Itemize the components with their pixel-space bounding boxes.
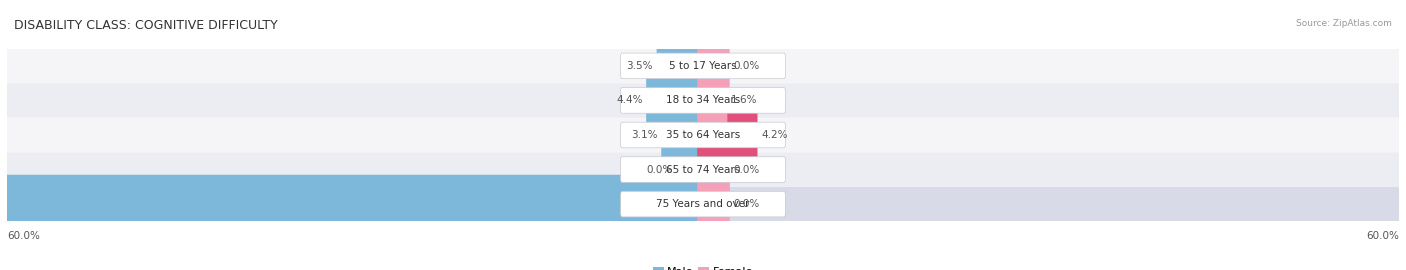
Text: 60.0%: 60.0% <box>1367 231 1399 241</box>
FancyBboxPatch shape <box>1 175 709 234</box>
FancyBboxPatch shape <box>697 175 730 234</box>
FancyBboxPatch shape <box>620 122 786 148</box>
Text: 18 to 34 Years: 18 to 34 Years <box>666 95 740 106</box>
Text: 65 to 74 Years: 65 to 74 Years <box>666 164 740 175</box>
Legend: Male, Female: Male, Female <box>648 262 758 270</box>
Text: 0.0%: 0.0% <box>733 61 759 71</box>
FancyBboxPatch shape <box>7 152 1399 187</box>
Text: 60.0%: 60.0% <box>7 231 39 241</box>
FancyBboxPatch shape <box>7 187 1399 221</box>
FancyBboxPatch shape <box>661 106 709 164</box>
Text: 1.6%: 1.6% <box>731 95 758 106</box>
FancyBboxPatch shape <box>620 53 786 79</box>
FancyBboxPatch shape <box>7 49 1399 83</box>
Text: 5 to 17 Years: 5 to 17 Years <box>669 61 737 71</box>
Text: 0.0%: 0.0% <box>733 199 759 209</box>
FancyBboxPatch shape <box>697 140 730 199</box>
Text: 3.1%: 3.1% <box>631 130 658 140</box>
FancyBboxPatch shape <box>697 71 727 130</box>
Text: 4.4%: 4.4% <box>616 95 643 106</box>
FancyBboxPatch shape <box>697 106 758 164</box>
FancyBboxPatch shape <box>620 191 786 217</box>
Text: DISABILITY CLASS: COGNITIVE DIFFICULTY: DISABILITY CLASS: COGNITIVE DIFFICULTY <box>14 19 278 32</box>
Text: 0.0%: 0.0% <box>733 164 759 175</box>
FancyBboxPatch shape <box>620 157 786 182</box>
FancyBboxPatch shape <box>647 71 709 130</box>
FancyBboxPatch shape <box>697 36 730 95</box>
FancyBboxPatch shape <box>620 88 786 113</box>
FancyBboxPatch shape <box>7 118 1399 152</box>
Text: Source: ZipAtlas.com: Source: ZipAtlas.com <box>1296 19 1392 28</box>
Text: 35 to 64 Years: 35 to 64 Years <box>666 130 740 140</box>
Text: 4.2%: 4.2% <box>761 130 787 140</box>
FancyBboxPatch shape <box>676 140 709 199</box>
FancyBboxPatch shape <box>657 36 709 95</box>
FancyBboxPatch shape <box>7 83 1399 118</box>
Text: 0.0%: 0.0% <box>647 164 673 175</box>
Text: 3.5%: 3.5% <box>627 61 654 71</box>
Text: 75 Years and over: 75 Years and over <box>657 199 749 209</box>
